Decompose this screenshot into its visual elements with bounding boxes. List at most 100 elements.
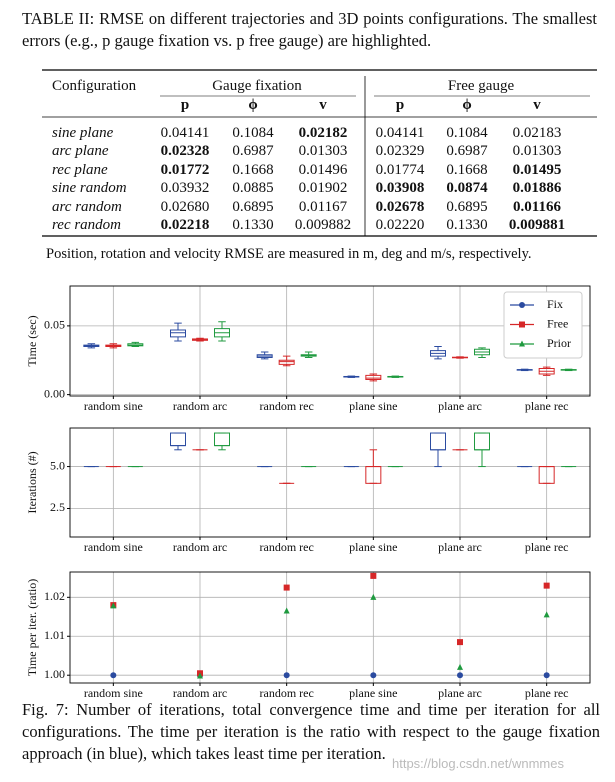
marker bbox=[110, 672, 117, 679]
box bbox=[278, 359, 295, 365]
legend-label: Free bbox=[547, 316, 568, 330]
sub-header: p bbox=[180, 97, 190, 113]
row-name: arc random bbox=[52, 198, 122, 215]
sub-header: v bbox=[319, 97, 327, 113]
cell: 0.01772 bbox=[160, 161, 210, 178]
x-tick-label: random rec bbox=[260, 399, 314, 413]
table-header: Configuration bbox=[52, 78, 137, 94]
cell: 0.6895 bbox=[446, 198, 488, 215]
marker bbox=[370, 672, 377, 679]
cell: 0.01166 bbox=[513, 198, 561, 215]
row-name: arc plane bbox=[52, 143, 109, 160]
plot-frame bbox=[69, 571, 591, 684]
cell: 0.0885 bbox=[232, 180, 274, 197]
cell: 0.1330 bbox=[446, 217, 488, 233]
cell: 0.04141 bbox=[375, 125, 425, 141]
cell: 0.1668 bbox=[446, 161, 488, 178]
cell: 0.02183 bbox=[512, 125, 562, 141]
cell: 0.01167 bbox=[298, 198, 348, 215]
cell: 0.6987 bbox=[232, 143, 274, 160]
y-tick-label: 0.00 bbox=[44, 386, 65, 400]
y-tick-label: 1.02 bbox=[44, 589, 65, 603]
cell: 0.02329 bbox=[375, 143, 425, 160]
marker bbox=[283, 584, 290, 591]
cell: 0.6987 bbox=[446, 143, 488, 160]
cell: 0.009881 bbox=[508, 217, 566, 233]
sub-header: p bbox=[395, 97, 405, 113]
marker bbox=[457, 639, 463, 646]
cell: 0.01303 bbox=[298, 143, 348, 160]
cell: 0.009882 bbox=[294, 217, 352, 233]
y-tick-label: 2.5 bbox=[50, 500, 65, 514]
marker bbox=[283, 607, 290, 614]
cell: 0.02678 bbox=[375, 198, 425, 215]
cell: 0.01495 bbox=[512, 161, 562, 178]
cell: 0.01303 bbox=[512, 143, 562, 160]
marker bbox=[543, 582, 550, 589]
cell: 0.01774 bbox=[375, 161, 425, 178]
sub-header: ϕ bbox=[462, 97, 472, 113]
marker bbox=[110, 602, 117, 609]
x-tick-label: random sine bbox=[84, 686, 143, 700]
marker bbox=[457, 672, 463, 679]
box bbox=[474, 432, 490, 451]
cell: 0.04141 bbox=[160, 125, 210, 141]
x-tick-label: random sine bbox=[84, 399, 143, 413]
cell: 0.02218 bbox=[160, 217, 210, 233]
table-note: Position, rotation and velocity RMSE are… bbox=[46, 246, 532, 262]
x-tick-label: plane sine bbox=[349, 540, 397, 554]
marker bbox=[519, 340, 525, 347]
plot-frame bbox=[69, 285, 591, 397]
figure-caption: Fig. 7: Number of iterations, total conv… bbox=[22, 700, 600, 763]
x-tick-label: random sine bbox=[84, 540, 143, 554]
cell: 0.03932 bbox=[160, 180, 210, 197]
marker bbox=[519, 302, 525, 308]
marker bbox=[370, 593, 377, 600]
x-tick-label: plane arc bbox=[438, 540, 482, 554]
cell: 0.03908 bbox=[375, 180, 425, 197]
table-caption: TABLE II: RMSE on different trajectories… bbox=[22, 9, 597, 50]
marker bbox=[543, 672, 550, 679]
x-tick-label: plane sine bbox=[349, 686, 397, 700]
cell: 0.01886 bbox=[512, 180, 562, 197]
x-tick-label: plane rec bbox=[525, 540, 569, 554]
cell: 0.0874 bbox=[446, 180, 488, 197]
group-header: Gauge fixation bbox=[212, 78, 302, 94]
watermark: https://blog.csdn.net/wnmmes bbox=[392, 756, 564, 771]
box bbox=[365, 374, 382, 380]
marker bbox=[197, 672, 203, 679]
row-name: sine plane bbox=[52, 125, 114, 141]
y-axis-label: Iterations (#) bbox=[25, 451, 39, 513]
x-tick-label: random rec bbox=[260, 540, 314, 554]
y-tick-label: 1.01 bbox=[44, 628, 65, 642]
y-axis-label: Time per iter. (ratio) bbox=[25, 579, 39, 677]
box bbox=[170, 432, 186, 447]
x-tick-label: plane rec bbox=[525, 399, 569, 413]
legend-box bbox=[503, 291, 583, 359]
y-tick-label: 0.05 bbox=[44, 318, 65, 332]
cell: 0.6895 bbox=[232, 198, 274, 215]
cell: 0.02680 bbox=[160, 198, 210, 215]
box bbox=[430, 432, 446, 451]
x-tick-label: random rec bbox=[260, 686, 314, 700]
legend-label: Fix bbox=[547, 297, 563, 311]
box bbox=[214, 432, 230, 447]
y-tick-label: 5.0 bbox=[50, 458, 65, 472]
group-header: Free gauge bbox=[447, 78, 515, 94]
marker bbox=[283, 672, 290, 679]
cell: 0.1668 bbox=[232, 161, 274, 178]
marker bbox=[457, 663, 463, 670]
legend-label: Prior bbox=[547, 336, 571, 350]
sub-header: v bbox=[533, 97, 541, 113]
x-tick-label: random arc bbox=[173, 399, 227, 413]
sub-header: ϕ bbox=[248, 97, 258, 113]
x-tick-label: random arc bbox=[173, 686, 227, 700]
marker bbox=[543, 611, 550, 618]
x-tick-label: plane rec bbox=[525, 686, 569, 700]
cell: 0.1330 bbox=[232, 217, 274, 233]
y-tick-label: 1.00 bbox=[44, 667, 65, 681]
cell: 0.01902 bbox=[298, 180, 348, 197]
row-name: sine random bbox=[52, 180, 127, 197]
